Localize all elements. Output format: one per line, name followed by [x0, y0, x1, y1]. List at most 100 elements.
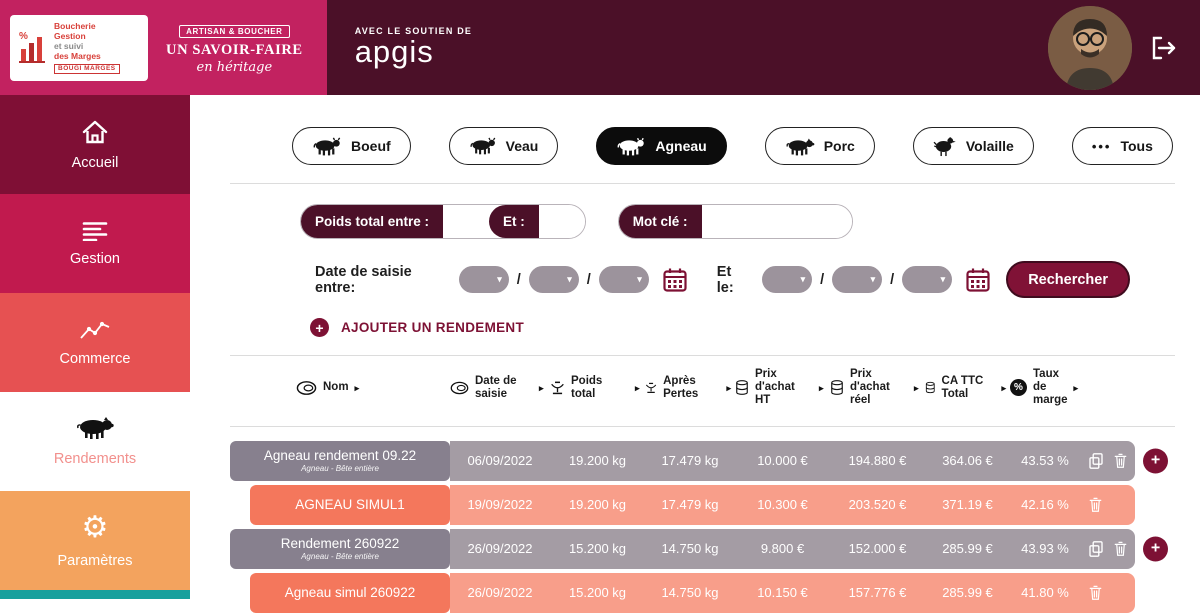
cell-taux-marge: 42.16 % [1021, 497, 1069, 513]
trash-icon [1114, 453, 1127, 469]
delete-button[interactable] [1088, 496, 1103, 513]
filter-veau-button[interactable]: Veau [448, 127, 559, 165]
end-year-select[interactable]: ▾ [902, 266, 953, 293]
chevron-down-icon: ▾ [800, 273, 806, 284]
add-simulation-button[interactable]: + [1143, 448, 1168, 474]
weight-max-input[interactable] [538, 205, 585, 238]
start-day-select[interactable]: ▾ [458, 266, 509, 293]
column-header-prix-achat-reel[interactable]: Prix d'achat réel ▸ [830, 368, 925, 408]
artisan-emblem: ARTISAN & BOUCHER UN SAVOIR-FAIRE en hér… [166, 21, 303, 75]
cell-poids-total: 19.200 kg [568, 453, 627, 469]
sidebar-item-parametres[interactable]: ⚙ Paramètres [0, 491, 190, 590]
end-day-select[interactable]: ▾ [762, 266, 813, 293]
date-separator: / [890, 271, 895, 288]
filter-label: Agneau [655, 138, 707, 154]
animal-filter-bar: Boeuf Veau [292, 127, 1175, 165]
user-avatar[interactable] [1048, 5, 1132, 90]
row-name-cell[interactable]: Agneau rendement 09.22 Agneau - Bête ent… [230, 440, 450, 481]
cell-date: 06/09/2022 [467, 453, 533, 469]
duplicate-button[interactable] [1088, 540, 1104, 558]
bar-chart-logo-icon: % [19, 31, 45, 63]
column-header-poids-total[interactable]: Poids total ▸ [550, 375, 645, 401]
sidebar-label: Commerce [59, 350, 131, 367]
cell-prix-reel: 203.520 € [848, 497, 907, 513]
table-row-simulation: AGNEAU SIMUL1 19/09/2022 19.200 kg 17.47… [230, 484, 1135, 525]
keyword-filter-group: Mot clé : [617, 204, 853, 239]
end-calendar-button[interactable] [965, 267, 991, 293]
delete-button[interactable] [1113, 540, 1128, 557]
column-header-date[interactable]: Date de saisie ▸ [450, 375, 550, 401]
sponsor-label: AVEC LE SOUTIEN DE [354, 26, 473, 37]
chart-icon [80, 321, 110, 339]
sidebar: Accueil Gestion [0, 95, 190, 599]
cell-taux-marge: 41.80 % [1021, 585, 1069, 601]
add-simulation-button[interactable]: + [1143, 536, 1168, 562]
sidebar-label: Paramètres [57, 552, 133, 569]
dots-icon: ••• [1091, 138, 1112, 154]
column-header-nom[interactable]: Nom ▸ [230, 380, 450, 396]
duplicate-button[interactable] [1088, 452, 1104, 470]
table-row-main: Agneau rendement 09.22 Agneau - Bête ent… [230, 440, 1168, 481]
start-calendar-button[interactable] [662, 267, 688, 293]
sort-arrow-icon: ▸ [726, 382, 731, 393]
chevron-down-icon: ▾ [870, 273, 876, 284]
table-header: Nom ▸ Date de saisie ▸ [230, 368, 1135, 408]
scale-icon [645, 382, 657, 393]
sidebar-label: Gestion [70, 250, 120, 267]
start-year-select[interactable]: ▾ [598, 266, 649, 293]
column-header-ca-ttc[interactable]: CA TTC Total ▸ [925, 375, 1010, 401]
filter-porc-button[interactable]: Porc [764, 127, 875, 165]
add-rendement-label: AJOUTER UN RENDEMENT [341, 320, 525, 335]
weight-min-input[interactable] [443, 205, 490, 238]
weight-filter-group: Poids total entre : Et : [300, 204, 586, 239]
column-header-taux-marge[interactable]: % Taux de marge ▸ [1010, 368, 1080, 408]
cow-icon [313, 136, 341, 155]
cell-ca-ttc: 285.99 € [942, 585, 993, 601]
column-header-apres-pertes[interactable]: Après Pertes ▸ [645, 375, 735, 401]
sidebar-label: Accueil [71, 154, 119, 171]
cell-prix-ht: 10.300 € [757, 497, 808, 513]
cell-poids-total: 19.200 kg [568, 497, 627, 513]
add-rendement-button[interactable]: + AJOUTER UN RENDEMENT [310, 318, 1175, 337]
keyword-input[interactable] [701, 205, 852, 238]
column-header-prix-achat-ht[interactable]: Prix d'achat HT ▸ [735, 368, 830, 408]
meat-icon [296, 380, 317, 395]
end-month-select[interactable]: ▾ [832, 266, 883, 293]
sidebar-item-accueil[interactable]: Accueil [0, 95, 190, 194]
sidebar-item-commerce[interactable]: Commerce [0, 293, 190, 392]
sort-arrow-icon: ▸ [1073, 382, 1079, 393]
sort-arrow-icon: ▸ [635, 382, 640, 393]
cell-prix-ht: 10.150 € [757, 585, 808, 601]
cell-ca-ttc: 285.99 € [942, 541, 993, 557]
lamb-icon [617, 137, 645, 155]
sort-arrow-icon: ▸ [539, 382, 544, 393]
filter-volaille-button[interactable]: Volaille [912, 127, 1034, 165]
logout-button[interactable] [1148, 34, 1178, 62]
search-button[interactable]: Rechercher [1006, 261, 1130, 298]
filter-agneau-button[interactable]: Agneau [596, 127, 727, 165]
plus-icon: + [310, 318, 329, 337]
artisan-badge: ARTISAN & BOUCHER [179, 24, 290, 38]
filter-tous-button[interactable]: ••• Tous [1071, 127, 1173, 165]
sidebar-label: Rendements [53, 451, 137, 467]
row-name-cell[interactable]: Rendement 260922 Agneau - Bête entière [230, 528, 450, 569]
filter-boeuf-button[interactable]: Boeuf [292, 127, 411, 165]
scale-icon [551, 381, 564, 394]
sidebar-item-gestion[interactable]: Gestion [0, 194, 190, 293]
calendar-icon [966, 268, 990, 292]
app-logo[interactable]: % Boucherie Gestion et suivi des Marges … [10, 14, 148, 81]
delete-button[interactable] [1113, 452, 1128, 469]
row-name-cell[interactable]: AGNEAU SIMUL1 [250, 484, 450, 525]
row-name-cell[interactable]: Agneau simul 260922 [250, 572, 450, 613]
sidebar-footer-strip [0, 590, 190, 599]
gear-icon: ⚙ [81, 510, 109, 544]
weight-between-label: Poids total entre : [301, 205, 444, 238]
date-separator: / [516, 271, 521, 288]
avatar-photo [1048, 5, 1132, 90]
weight-and-label: Et : [489, 205, 539, 238]
brand-area: % Boucherie Gestion et suivi des Marges … [0, 0, 327, 95]
start-month-select[interactable]: ▾ [528, 266, 579, 293]
sidebar-item-rendements[interactable]: Rendements [0, 392, 190, 491]
sort-arrow-icon: ▸ [819, 382, 824, 393]
